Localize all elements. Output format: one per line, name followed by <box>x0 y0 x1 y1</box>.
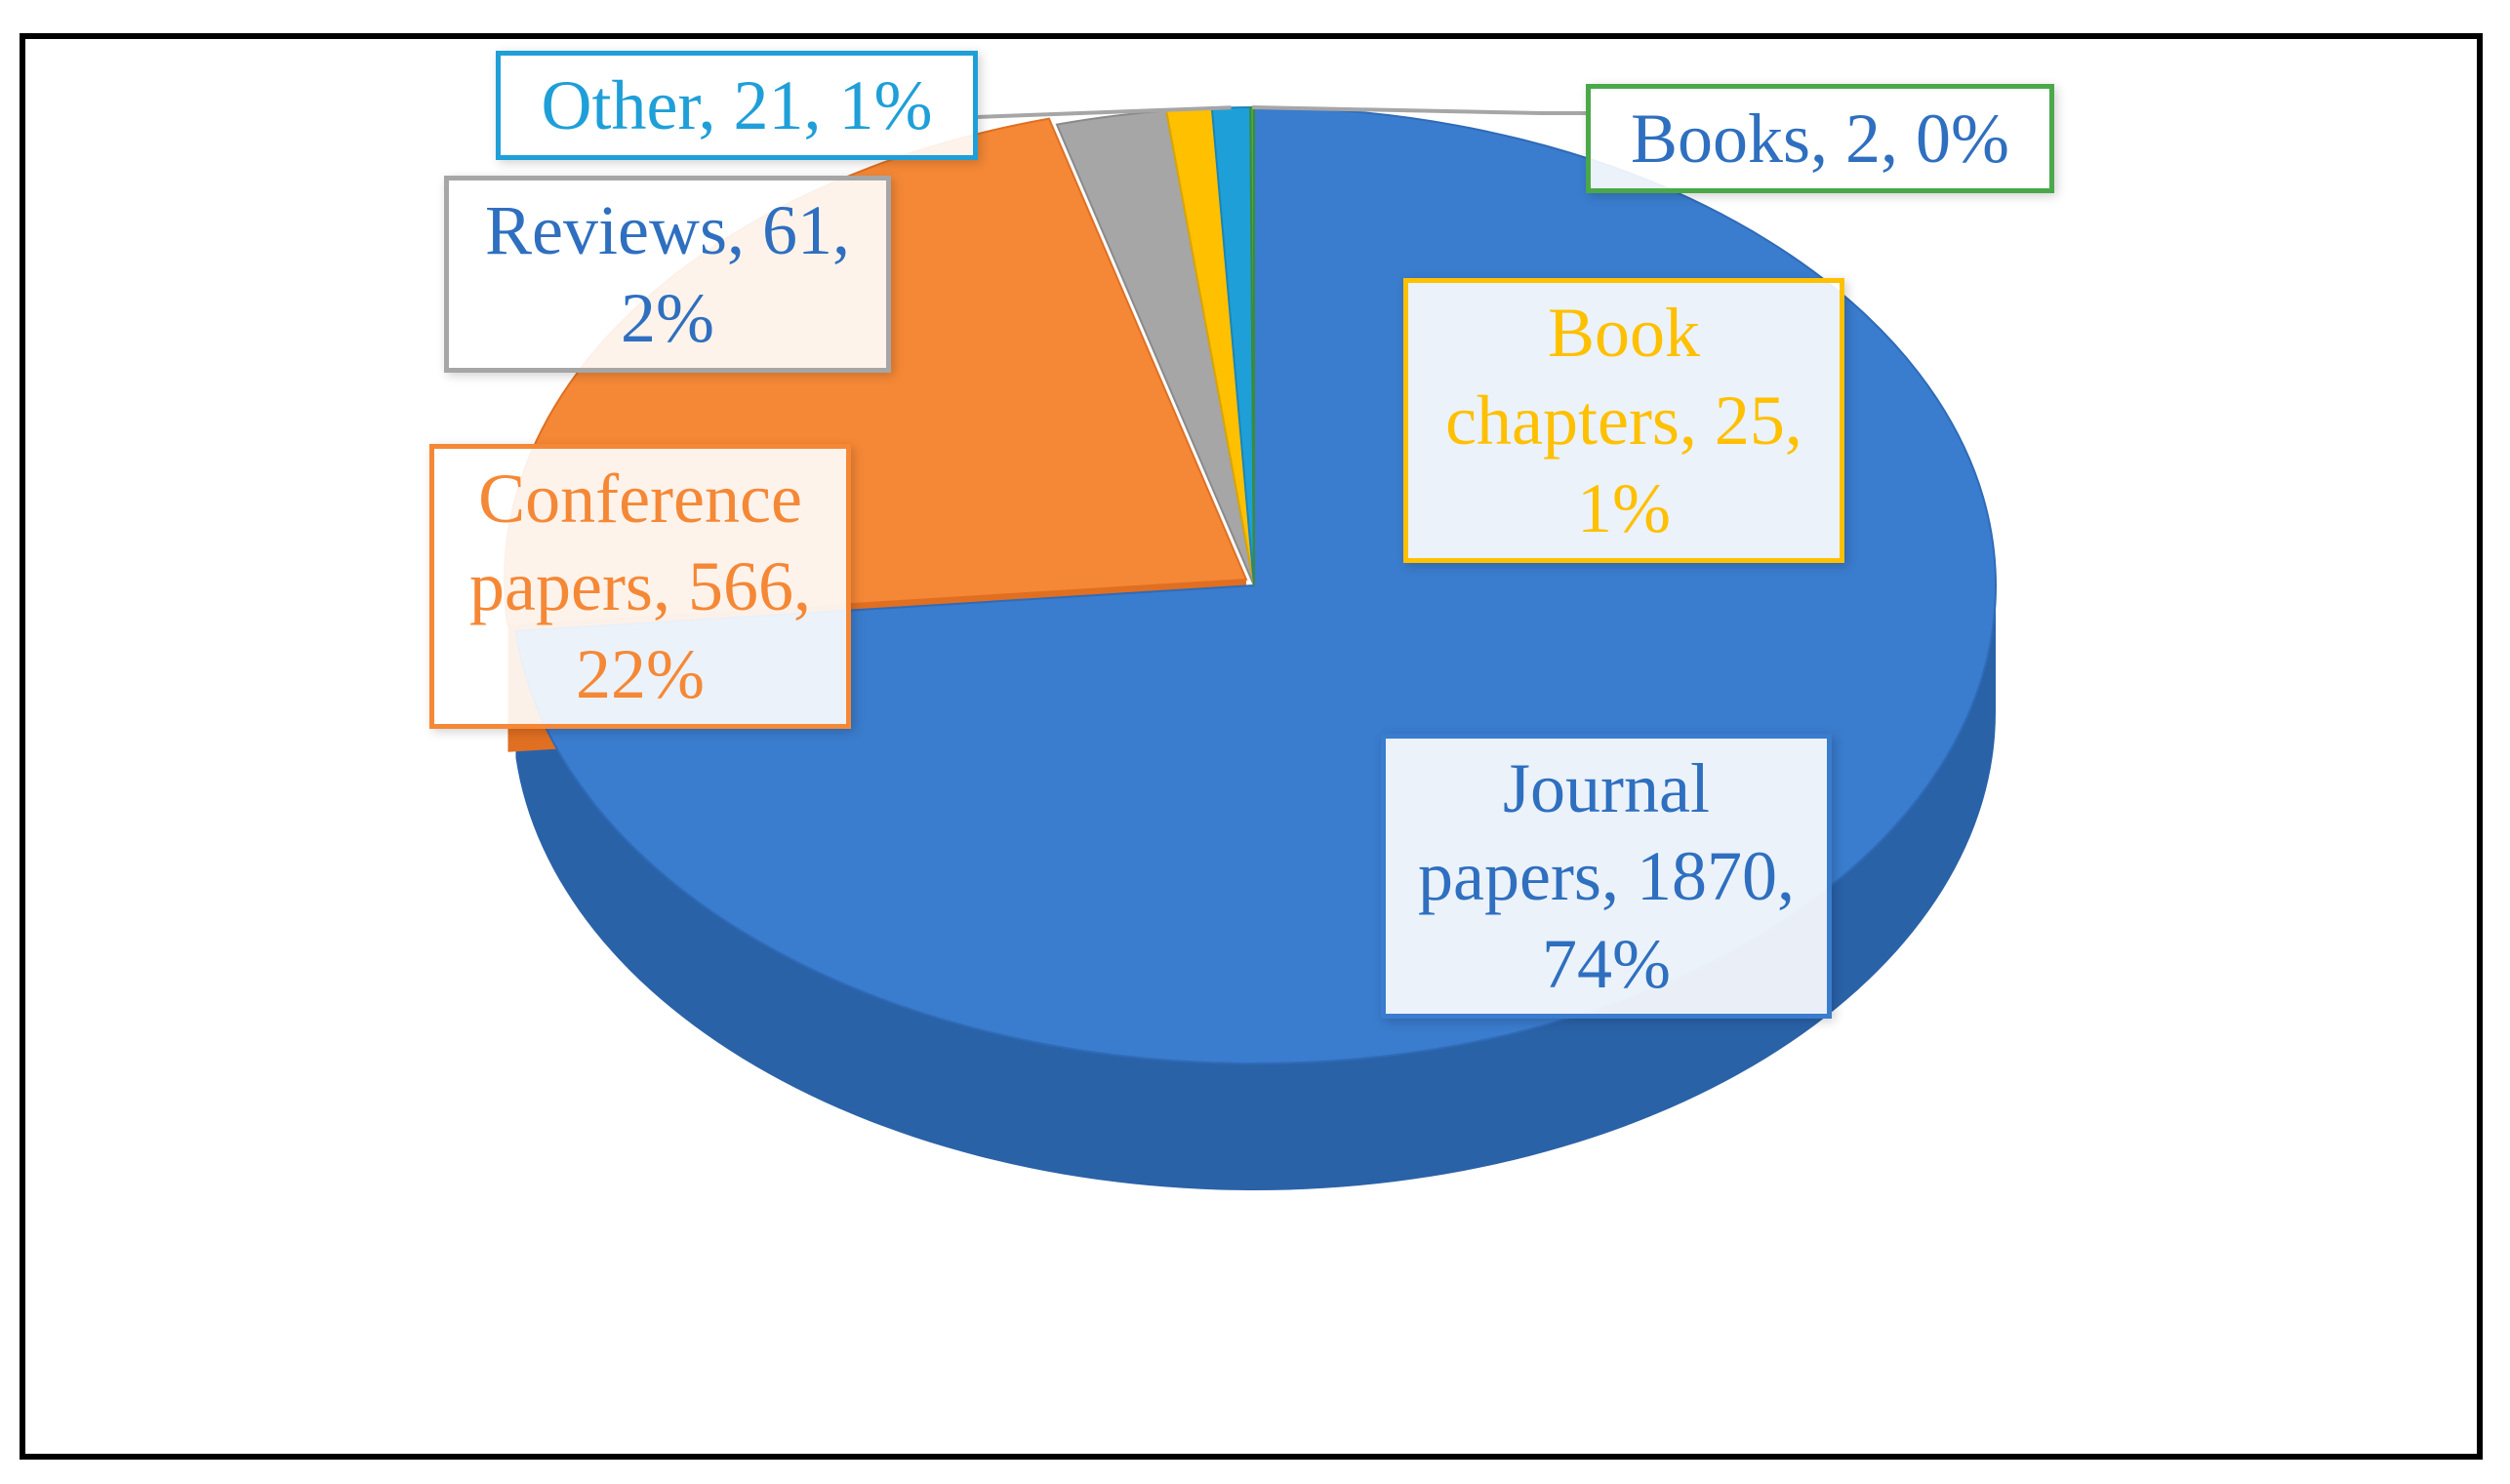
leader-line-other <box>975 105 1232 119</box>
label-line: Books, 2, 0% <box>1630 100 2010 178</box>
label-line: 1% <box>1577 469 1671 547</box>
data-label-journal: Journal papers, 1870, 74% <box>1381 734 1832 1019</box>
label-line: Conference <box>478 460 802 538</box>
label-line: 2% <box>621 279 714 357</box>
leader-line-books <box>1252 105 1586 115</box>
pie-side-wall <box>515 585 1996 1191</box>
label-line: papers, 1870, <box>1418 837 1795 915</box>
label-line: 22% <box>576 635 705 713</box>
data-label-books: Books, 2, 0% <box>1586 84 2054 193</box>
label-line: chapters, 25, <box>1445 381 1802 460</box>
data-label-other: Other, 21, 1% <box>496 51 978 160</box>
label-line: Reviews, 61, <box>485 191 850 269</box>
data-label-book-chapters: Book chapters, 25, 1% <box>1403 278 1844 563</box>
data-label-conference: Conference papers, 566, 22% <box>429 444 851 729</box>
data-label-reviews: Reviews, 61, 2% <box>444 176 891 373</box>
label-line: Book <box>1547 294 1701 372</box>
label-line: 74% <box>1542 925 1671 1003</box>
label-line: papers, 566, <box>469 547 811 625</box>
label-line: Journal <box>1503 749 1710 827</box>
label-line: Other, 21, 1% <box>541 66 933 144</box>
